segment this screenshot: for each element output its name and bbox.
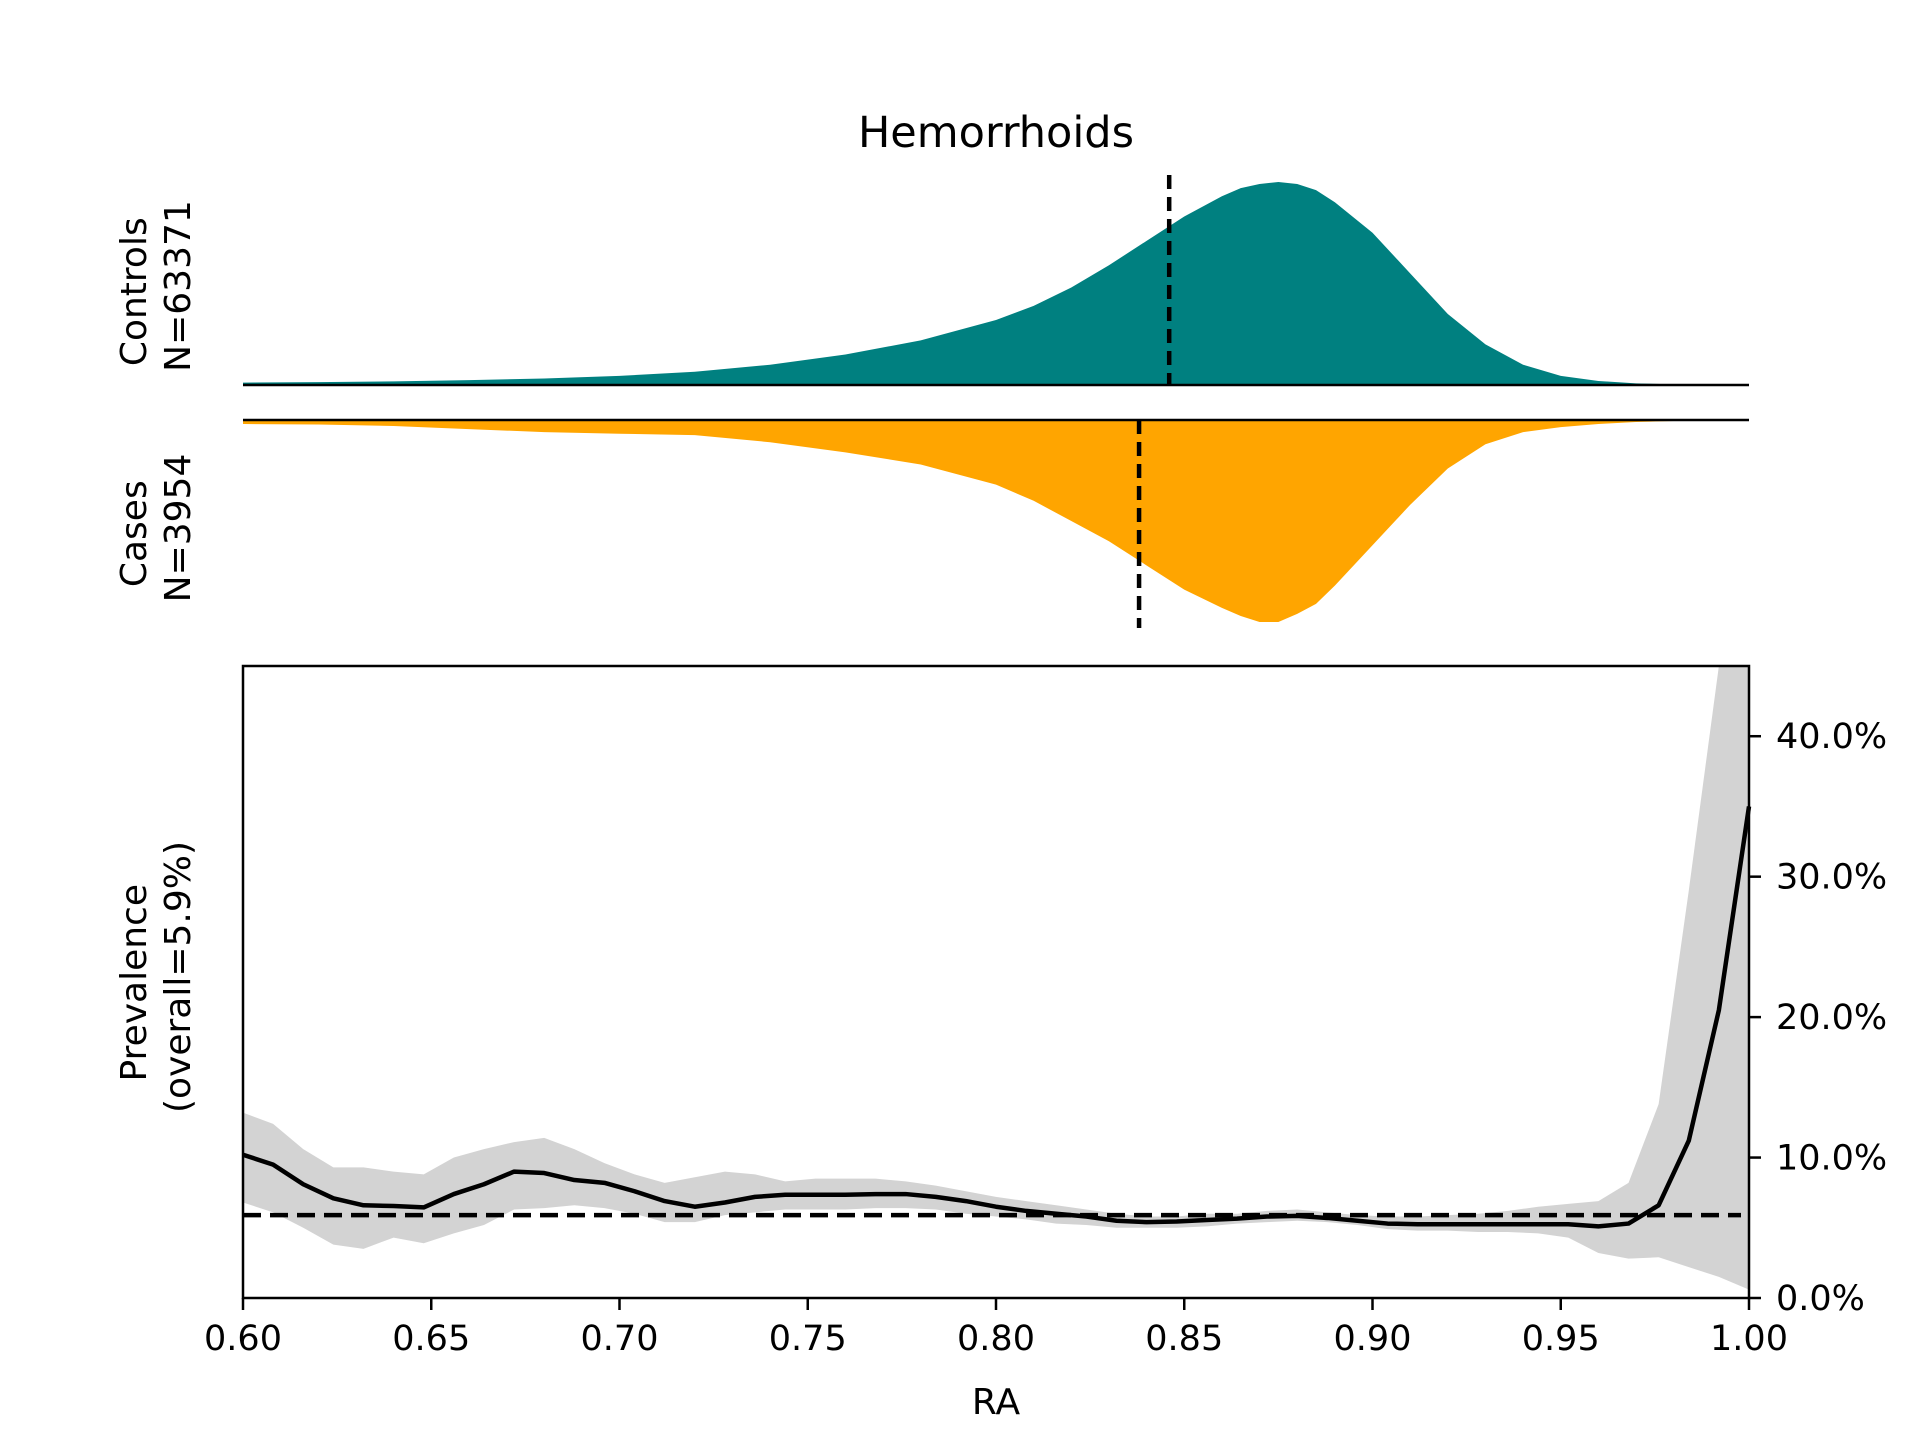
y-tick-label: 40.0% [1776, 717, 1887, 757]
y-tick-label: 0.0% [1776, 1279, 1865, 1319]
x-tick-label: 0.65 [392, 1319, 470, 1359]
y-tick-label: 10.0% [1776, 1139, 1887, 1179]
x-tick-label: 0.90 [1334, 1319, 1412, 1359]
prevalence-panel: 0.0% 10.0% 20.0% 30.0% 40.0% 0.60 0.65 0.70 0.7… [114, 664, 1887, 1423]
x-tick-label: 1.00 [1710, 1319, 1788, 1359]
controls-label: Controls N=63371 [114, 200, 199, 372]
controls-panel: Controls N=63371 [114, 175, 1749, 387]
y-ticks: 0.0% 10.0% 20.0% 30.0% 40.0% [1749, 717, 1887, 1319]
cases-label: Cases N=3954 [114, 454, 199, 603]
controls-density-area [243, 182, 1749, 385]
y-tick-label: 30.0% [1776, 858, 1887, 898]
x-tick-label: 0.95 [1522, 1319, 1600, 1359]
chart-title: Hemorrhoids [858, 108, 1134, 158]
x-tick-label: 0.70 [581, 1319, 659, 1359]
cases-panel: Cases N=3954 [114, 418, 1749, 628]
x-ticks: 0.60 0.65 0.70 0.75 0.80 0.85 0.90 0.95 1.00 [204, 1298, 1788, 1359]
x-tick-label: 0.85 [1145, 1319, 1223, 1359]
y-tick-label: 20.0% [1776, 998, 1887, 1038]
prevalence-ci-band [243, 666, 1749, 1290]
x-axis-label: RA [972, 1382, 1021, 1423]
prevalence-line [242, 806, 1752, 1229]
cases-density-area [243, 420, 1749, 622]
x-tick-label: 0.80 [957, 1319, 1035, 1359]
x-tick-label: 0.75 [769, 1319, 847, 1359]
prevalence-ylabel: Prevalence (overall=5.9%) [114, 841, 199, 1113]
x-tick-label: 0.60 [204, 1319, 282, 1359]
